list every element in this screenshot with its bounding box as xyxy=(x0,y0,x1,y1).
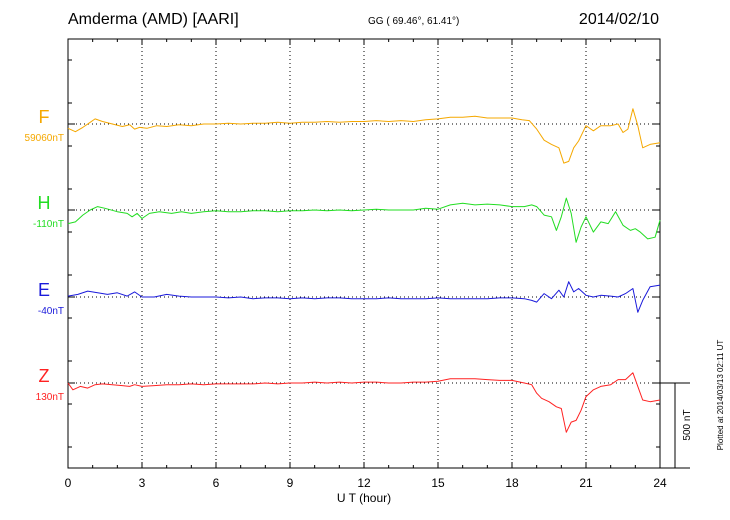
x-tick-label: 15 xyxy=(431,476,445,490)
series-name-e: E xyxy=(38,280,50,300)
series-baseline-label-z: 130nT xyxy=(36,392,64,403)
scale-bar: 500 nT xyxy=(660,382,693,469)
grid-layer xyxy=(68,39,660,468)
x-axis-label: U T (hour) xyxy=(337,491,391,505)
chart-title: Amderma (AMD) [AARI] xyxy=(68,11,239,28)
x-tick-label: 0 xyxy=(65,476,72,490)
series-baseline-label-h: -110nT xyxy=(33,219,64,230)
x-tick-label: 24 xyxy=(653,476,667,490)
series-line-z xyxy=(67,372,661,433)
series-line-e xyxy=(67,281,661,313)
labels-layer: F 59060nT H -110nT E -40nT Z 130nT xyxy=(25,107,64,403)
station-coordinates: GG ( 69.46°, 61.41°) xyxy=(368,16,459,27)
chart-date: 2014/02/10 xyxy=(579,11,659,28)
x-tick-label: 12 xyxy=(357,476,371,490)
ticks-layer: 0 3 6 9 12 15 18 21 24 xyxy=(65,39,667,490)
scale-bar-label: 500 nT xyxy=(682,409,693,440)
x-tick-label: 18 xyxy=(505,476,519,490)
x-tick-label: 21 xyxy=(579,476,593,490)
series-line-h xyxy=(67,197,661,243)
x-tick-label: 3 xyxy=(139,476,146,490)
series-baseline-label-e: -40nT xyxy=(38,306,64,317)
plotted-at-note: Plotted at 2014/03/13 02:11 UT xyxy=(716,340,725,451)
series-layer xyxy=(67,108,661,433)
series-baseline-label-f: 59060nT xyxy=(25,133,64,144)
series-name-h: H xyxy=(38,193,51,213)
x-tick-label: 9 xyxy=(287,476,294,490)
series-name-f: F xyxy=(39,107,50,127)
series-name-z: Z xyxy=(39,366,50,386)
x-tick-label: 6 xyxy=(213,476,220,490)
series-line-f xyxy=(67,108,661,164)
